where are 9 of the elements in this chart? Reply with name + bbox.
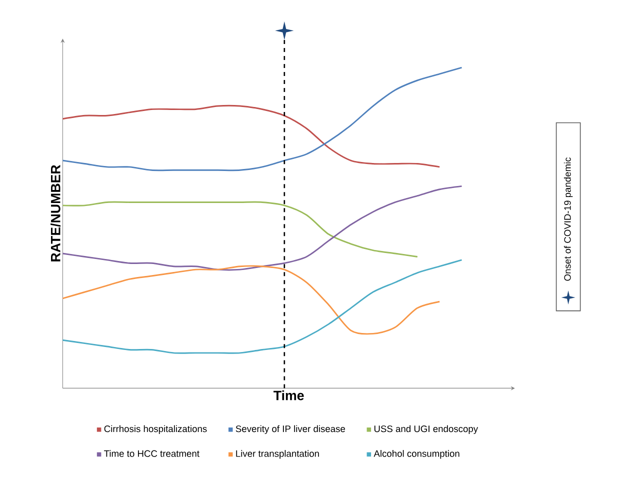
legend-label: USS and UGI endoscopy [374,425,478,434]
legend-label: Time to HCC treatment [104,450,200,458]
legend-label: Liver transplantation [236,450,319,459]
text: Onset of COVID-19 pandemic [564,158,573,281]
y-axis-title: RATE/NUMBER [50,165,60,262]
legend-label: Severity of IP liver disease [236,425,346,434]
x-axis-title: Time [274,390,304,400]
legend-label: Alcohol consumption [374,450,460,459]
legend-label: Cirrhosis hospitalizations [104,425,207,434]
